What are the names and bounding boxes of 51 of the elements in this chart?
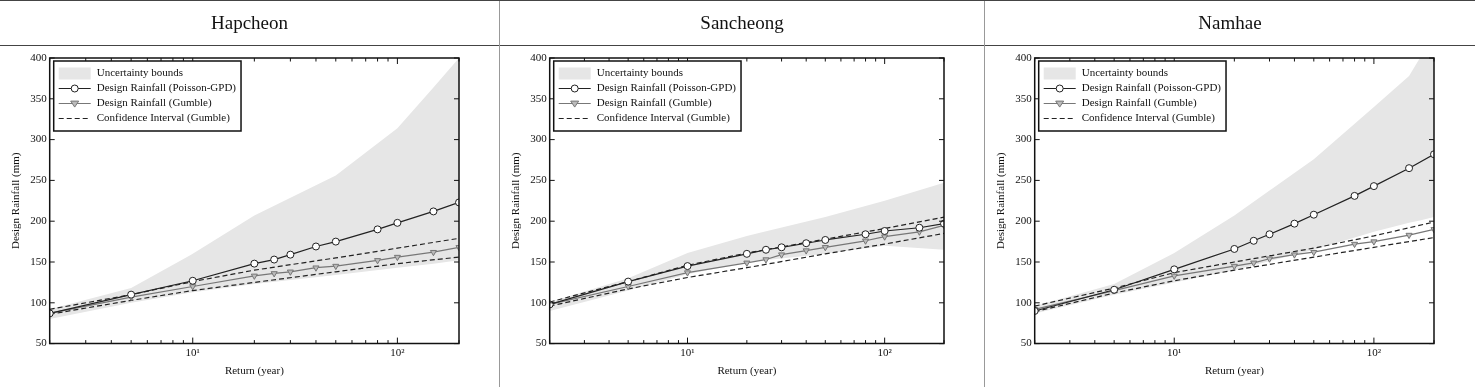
y-tick-label: 100: [30, 295, 48, 308]
legend-label: Uncertainty bounds: [96, 66, 184, 79]
y-tick-label: 50: [535, 336, 548, 349]
legend-label: Design Rainfall (Poisson-GPD): [596, 81, 737, 95]
x-axis-title: Return (year): [717, 364, 777, 378]
chart-title: Namhae: [985, 1, 1475, 46]
legend-label: Design Rainfall (Gumble): [1081, 96, 1197, 110]
y-tick-label: 250: [530, 173, 548, 186]
y-tick-label: 350: [30, 91, 48, 104]
chart-title: Hapcheon: [0, 1, 499, 46]
x-tick-label: 10¹: [680, 346, 695, 359]
legend-label: Uncertainty bounds: [1081, 66, 1169, 79]
y-axis-title: Design Rainfall (mm): [9, 152, 23, 250]
y-tick-label: 100: [530, 295, 548, 308]
chart-title: Sancheong: [500, 1, 984, 46]
legend-label: Design Rainfall (Gumble): [596, 96, 712, 110]
x-tick-label: 10²: [390, 346, 406, 359]
x-tick-label: 10¹: [185, 346, 200, 359]
y-tick-label: 250: [1015, 173, 1033, 186]
y-axis-title: Design Rainfall (mm): [509, 152, 523, 250]
legend-label: Confidence Interval (Gumble): [1081, 111, 1216, 125]
y-tick-label: 300: [1015, 132, 1033, 145]
y-tick-label: 300: [530, 132, 548, 145]
y-tick-label: 100: [1015, 295, 1033, 308]
legend-label: Design Rainfall (Poisson-GPD): [1081, 81, 1222, 95]
y-tick-label: 300: [30, 132, 48, 145]
y-tick-label: 350: [530, 91, 548, 104]
legend-label: Confidence Interval (Gumble): [96, 111, 231, 125]
x-axis-title: Return (year): [224, 364, 285, 378]
y-tick-label: 350: [1015, 91, 1033, 104]
y-tick-label: 50: [35, 336, 48, 349]
y-axis-title: Design Rainfall (mm): [994, 152, 1008, 250]
y-tick-label: 150: [530, 254, 548, 267]
y-tick-label: 400: [530, 50, 548, 63]
y-tick-label: 200: [1015, 214, 1033, 227]
legend-label: Uncertainty bounds: [596, 66, 684, 79]
x-axis-title: Return (year): [1204, 364, 1265, 378]
x-tick-label: 10²: [877, 346, 893, 359]
y-tick-label: 150: [1015, 254, 1033, 267]
legend-label: Confidence Interval (Gumble): [596, 111, 731, 125]
y-tick-label: 200: [30, 214, 48, 227]
y-tick-label: 400: [30, 50, 48, 63]
y-tick-label: 400: [1015, 50, 1033, 63]
y-tick-label: 150: [30, 254, 48, 267]
y-tick-label: 50: [1020, 336, 1033, 349]
legend-label: Design Rainfall (Poisson-GPD): [96, 81, 237, 95]
y-tick-label: 200: [530, 214, 548, 227]
legend-label: Design Rainfall (Gumble): [96, 96, 212, 110]
x-tick-label: 10¹: [1167, 346, 1182, 359]
y-tick-label: 250: [30, 173, 48, 186]
x-tick-label: 10²: [1366, 346, 1382, 359]
